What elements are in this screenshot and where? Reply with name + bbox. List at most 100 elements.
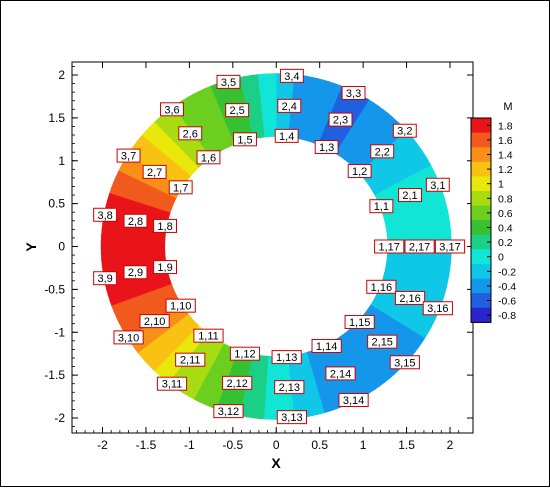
x-tick-label: -1.5 — [136, 438, 157, 452]
contour-segment — [381, 191, 445, 217]
node-label-box — [153, 218, 178, 233]
contour-segment — [107, 276, 171, 302]
node-label: 1,5 — [237, 134, 252, 146]
color-legend: M 1.8 1.6 1.4 1.2 1 0.8 0.6 0.4 0.2 0 -0.2 -0.4 -0.6… — [470, 101, 516, 323]
node-label-box — [142, 164, 167, 179]
contour-segment — [186, 93, 225, 153]
contour-segment — [107, 192, 171, 218]
contour-segment — [371, 158, 432, 195]
node-label: 3,13 — [281, 412, 302, 424]
legend-swatch — [471, 220, 491, 236]
node-label: 1,11 — [198, 331, 219, 343]
node-label: 3,4 — [284, 71, 299, 83]
node-label-box — [341, 86, 366, 101]
x-tick-label: 2 — [447, 438, 454, 452]
node-label: 1,15 — [349, 317, 370, 329]
node-label-box — [434, 239, 466, 254]
x-tick-label: 1.5 — [398, 438, 415, 452]
contour-segment — [366, 306, 423, 349]
node-label: 2,6 — [183, 128, 198, 140]
contour-segment — [382, 275, 446, 301]
node-label-box — [425, 177, 450, 192]
node-label: 2,3 — [333, 115, 348, 127]
contour-segment — [376, 290, 438, 323]
legend-swatch — [471, 264, 491, 279]
node-label-box — [123, 265, 148, 280]
node-label: 3,12 — [218, 406, 239, 418]
node-label-box — [276, 410, 307, 425]
node-label: 1,13 — [276, 352, 297, 364]
contour-segment — [363, 310, 420, 354]
contour-segment — [313, 83, 342, 145]
node-label: 1,14 — [316, 341, 337, 353]
node-label-box — [193, 328, 224, 343]
contour-segment — [115, 291, 177, 325]
node-label-box — [398, 188, 422, 203]
node-label: 2,4 — [282, 101, 297, 113]
node-label-box — [178, 126, 203, 141]
contour-segment — [108, 187, 172, 214]
contour-segment — [334, 98, 375, 156]
y-tick-label: 2 — [58, 68, 65, 82]
node-label: 3,15 — [394, 357, 415, 369]
node-label: 1,6 — [201, 152, 216, 164]
node-label-box — [279, 68, 304, 83]
y-tick-label: 1.5 — [48, 111, 65, 125]
x-tick-label: -2 — [97, 438, 108, 452]
node-label: 1,12 — [234, 349, 255, 361]
contour-segment — [251, 355, 266, 419]
node-label-box — [116, 148, 141, 163]
y-tick-label: 0.5 — [48, 197, 65, 211]
legend-swatch — [471, 147, 491, 163]
node-label: 3,2 — [397, 126, 412, 138]
node-label: 1,16 — [371, 282, 392, 294]
contour-segment — [188, 341, 226, 401]
node-label-box — [165, 298, 196, 313]
contour-segment — [118, 294, 179, 330]
node-label-box — [160, 102, 184, 117]
legend-label: 0.4 — [498, 223, 513, 235]
contour-segment — [370, 300, 430, 339]
node-label-box — [338, 392, 369, 407]
node-label-box — [213, 404, 244, 419]
node-label: 3,17 — [439, 242, 460, 254]
y-axis-title: Y — [23, 242, 39, 252]
node-label: 3,5 — [221, 77, 236, 89]
contour-segment — [309, 81, 337, 144]
contour-segment — [208, 83, 239, 146]
contour-segment — [341, 332, 386, 387]
node-label: 2,13 — [279, 382, 300, 394]
node-label-box — [328, 112, 353, 127]
contour-segment — [350, 324, 400, 376]
x-tick-label: 0.5 — [311, 438, 328, 452]
contour-segment — [199, 345, 233, 406]
node-label-box — [222, 375, 253, 390]
node-label-box — [168, 180, 193, 195]
contour-segment — [130, 307, 187, 350]
node-label: 1,8 — [157, 221, 172, 233]
contour-segment — [112, 176, 175, 207]
legend-label: 1 — [498, 179, 504, 191]
contour-segment — [340, 105, 385, 161]
y-axis: 2 1.5 1 0.5 0 -0.5 -1 -1.5 -2 — [44, 66, 473, 427]
contour-segment — [363, 138, 419, 182]
node-label: 2,16 — [399, 293, 420, 305]
node-label-box — [93, 207, 118, 222]
node-label: 1,1 — [374, 201, 389, 213]
node-label-box — [367, 334, 398, 349]
node-label-box — [156, 376, 188, 391]
legend-label: 0 — [498, 252, 504, 264]
node-label: 3,8 — [97, 210, 112, 222]
y-tick-label: -0.5 — [44, 282, 65, 296]
node-label: 1,4 — [279, 131, 294, 143]
node-label: 1,9 — [157, 262, 172, 274]
node-label: 2,9 — [128, 267, 143, 279]
contour-segment — [105, 198, 170, 222]
node-label: 2,2 — [375, 146, 390, 158]
node-label: 3,9 — [97, 273, 112, 285]
node-label: 1,17 — [378, 242, 399, 254]
contour-segment — [204, 346, 236, 408]
node-label-box — [389, 355, 420, 370]
node-label: 2,8 — [128, 216, 143, 228]
node-label: 2,10 — [144, 316, 165, 328]
